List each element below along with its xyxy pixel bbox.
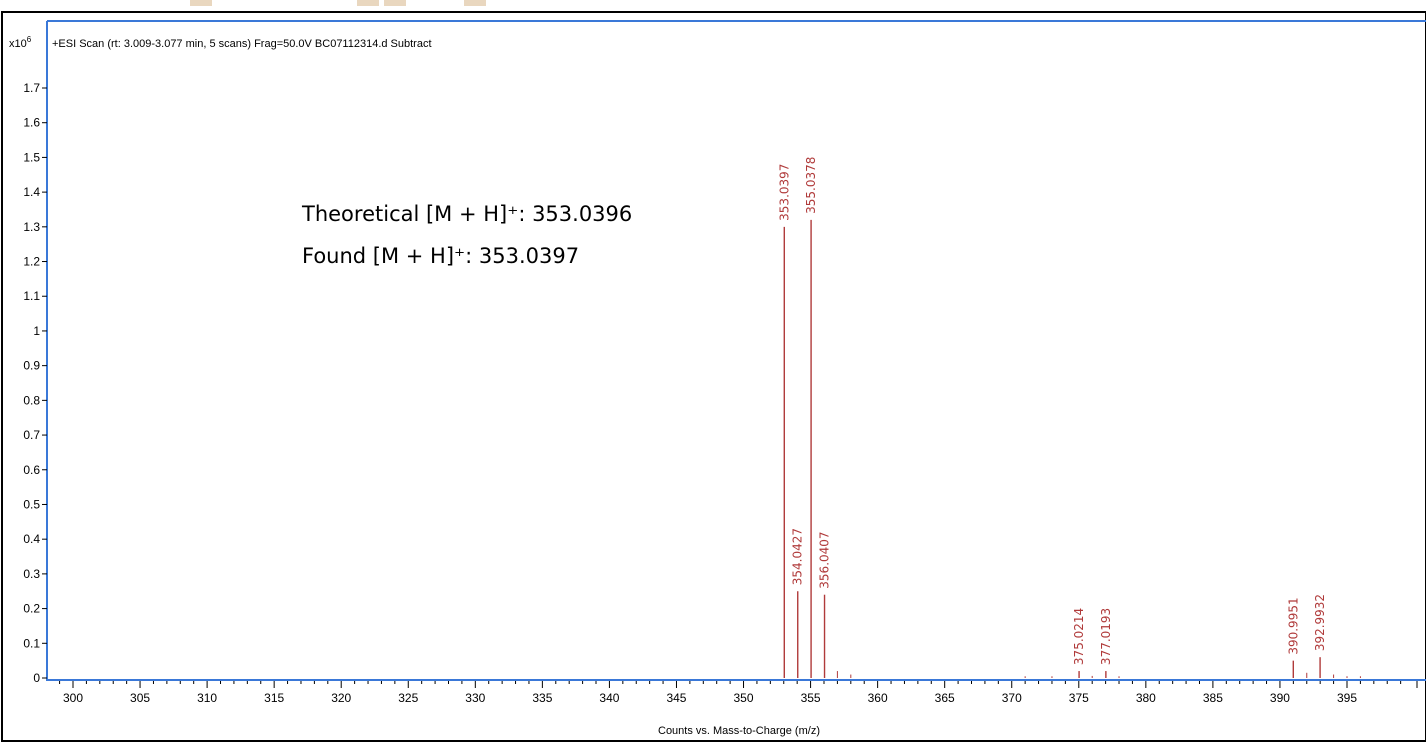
peak-label: 354.0427 <box>791 528 805 585</box>
x-tick-label: 380 <box>1136 691 1156 705</box>
x-tick-label: 305 <box>130 691 150 705</box>
y-tick-label: 0.5 <box>23 497 40 511</box>
x-tick-label: 365 <box>935 691 955 705</box>
y-tick-label: 0.8 <box>23 393 40 407</box>
y-tick-label: 0.7 <box>23 428 40 442</box>
peak-label: 375.0214 <box>1072 608 1086 665</box>
annotation-found: Found [M + H]⁺: 353.0397 <box>302 244 579 268</box>
peaks <box>783 219 1321 678</box>
x-tick-label: 310 <box>197 691 217 705</box>
peak-label: 355.0378 <box>804 157 818 214</box>
peak-label: 377.0193 <box>1099 608 1113 665</box>
x-tick-label: 395 <box>1337 691 1357 705</box>
y-scale-label: x106 <box>9 35 32 50</box>
y-tick-label: 0.2 <box>23 602 40 616</box>
y-tick-label: 1.2 <box>23 255 40 269</box>
y-tick-label: 0 <box>33 671 40 685</box>
x-tick-label: 340 <box>599 691 619 705</box>
peak-label: 353.0397 <box>777 164 791 221</box>
toolbar-swatch <box>384 0 406 6</box>
peak-labels: 353.0397 354.0427 355.0378 356.0407 375.0214… <box>777 157 1327 665</box>
x-tick-label: 370 <box>1002 691 1022 705</box>
x-tick-label: 335 <box>532 691 552 705</box>
y-tick-label: 1.4 <box>23 185 40 199</box>
y-tick-label: 0.3 <box>23 567 40 581</box>
scan-header: +ESI Scan (rt: 3.009-3.077 min, 5 scans)… <box>52 38 432 50</box>
annotation-theoretical: Theoretical [M + H]⁺: 353.0396 <box>301 202 632 226</box>
toolbar-swatch <box>190 0 212 6</box>
minor-peaks <box>836 671 1361 678</box>
y-tick-label: 0.9 <box>23 359 40 373</box>
y-tick-label: 1.3 <box>23 220 40 234</box>
y-tick-label: 0.4 <box>23 532 40 546</box>
y-tick-label: 1 <box>33 324 40 338</box>
y-tick-label: 1.7 <box>23 81 40 95</box>
x-tick-label: 345 <box>666 691 686 705</box>
outer-frame <box>1 11 1426 742</box>
toolbar-swatch <box>357 0 379 6</box>
y-tick-label: 0.1 <box>23 636 40 650</box>
y-tick-label: 1.1 <box>23 289 40 303</box>
peak-label: 356.0407 <box>818 531 832 588</box>
x-tick-label: 320 <box>331 691 351 705</box>
x-tick-label: 330 <box>465 691 485 705</box>
toolbar-swatch <box>464 0 486 6</box>
peak-label: 390.9951 <box>1286 597 1300 654</box>
x-tick-label: 355 <box>801 691 821 705</box>
x-axis: 300 305 310 315 320 325 330 335 340 345 350 355 360 3… <box>59 681 1418 705</box>
x-tick-label: 300 <box>63 691 83 705</box>
x-tick-label: 325 <box>398 691 418 705</box>
x-tick-label: 375 <box>1069 691 1089 705</box>
x-tick-label: 385 <box>1203 691 1223 705</box>
y-axis: 0 0.1 0.2 0.3 0.4 0.5 0.6 0.7 0.8 0.9 1 1.1 1.2 1.3 1.… <box>23 81 47 685</box>
x-tick-label: 390 <box>1270 691 1290 705</box>
y-tick-label: 1.6 <box>23 116 40 130</box>
y-tick-label: 0.6 <box>23 463 40 477</box>
y-tick-label: 1.5 <box>23 150 40 164</box>
x-tick-label: 360 <box>868 691 888 705</box>
peak-label: 392.9932 <box>1313 594 1327 651</box>
x-tick-label: 315 <box>264 691 284 705</box>
x-axis-label: Counts vs. Mass-to-Charge (m/z) <box>658 725 820 737</box>
x-tick-label: 350 <box>734 691 754 705</box>
